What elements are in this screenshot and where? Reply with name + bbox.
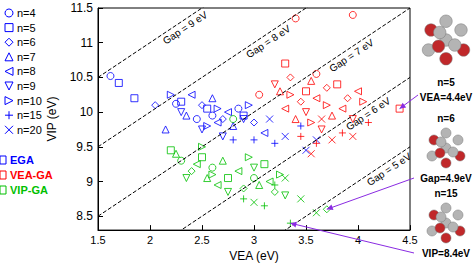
svg-text:4: 4	[354, 233, 362, 246]
svg-text:n=20: n=20	[17, 124, 42, 136]
svg-text:Gap=4.9eV: Gap=4.9eV	[420, 173, 472, 184]
svg-text:VIP (eV): VIP (eV)	[45, 96, 59, 141]
svg-text:n=15: n=15	[434, 188, 458, 199]
svg-text:n=7: n=7	[17, 51, 36, 63]
svg-text:Gap = 6 eV: Gap = 6 eV	[344, 95, 393, 133]
svg-text:1.5: 1.5	[90, 234, 105, 246]
svg-text:11: 11	[81, 36, 94, 50]
svg-text:8.5: 8.5	[76, 209, 93, 223]
svg-text:Gap = 8 eV: Gap = 8 eV	[244, 23, 293, 61]
svg-text:2.5: 2.5	[194, 234, 209, 246]
svg-text:VEA=4.4eV: VEA=4.4eV	[420, 92, 473, 103]
svg-text:Gap = 5 eV: Gap = 5 eV	[365, 150, 414, 188]
svg-text:VIP=8.4eV: VIP=8.4eV	[422, 248, 470, 259]
svg-text:n=6: n=6	[17, 36, 36, 48]
svg-text:n=15: n=15	[17, 109, 42, 121]
svg-text:10.5: 10.5	[70, 70, 94, 84]
svg-text:n=5: n=5	[17, 22, 36, 34]
svg-text:EGA: EGA	[10, 154, 34, 166]
svg-text:9.5: 9.5	[76, 140, 93, 154]
svg-text:n=6: n=6	[437, 113, 455, 124]
svg-text:9: 9	[86, 175, 93, 189]
svg-text:10: 10	[80, 105, 94, 119]
svg-text:Gap = 7 eV: Gap = 7 eV	[327, 37, 376, 75]
svg-text:VIP-GA: VIP-GA	[10, 184, 48, 196]
svg-text:VEA (eV): VEA (eV)	[229, 249, 278, 263]
svg-text:n=10: n=10	[17, 95, 42, 107]
svg-text:VEA-GA: VEA-GA	[10, 169, 53, 181]
svg-text:3.5: 3.5	[298, 234, 313, 246]
svg-text:n=9: n=9	[17, 80, 36, 92]
svg-text:4.5: 4.5	[402, 234, 417, 246]
svg-text:n=8: n=8	[17, 65, 36, 77]
svg-text:11.5: 11.5	[71, 1, 94, 15]
svg-text:n=5: n=5	[437, 77, 455, 88]
svg-text:3: 3	[251, 234, 257, 246]
svg-text:Gap = 9 eV: Gap = 9 eV	[161, 9, 210, 47]
svg-text:n=4: n=4	[17, 7, 36, 19]
svg-text:2: 2	[147, 234, 153, 246]
